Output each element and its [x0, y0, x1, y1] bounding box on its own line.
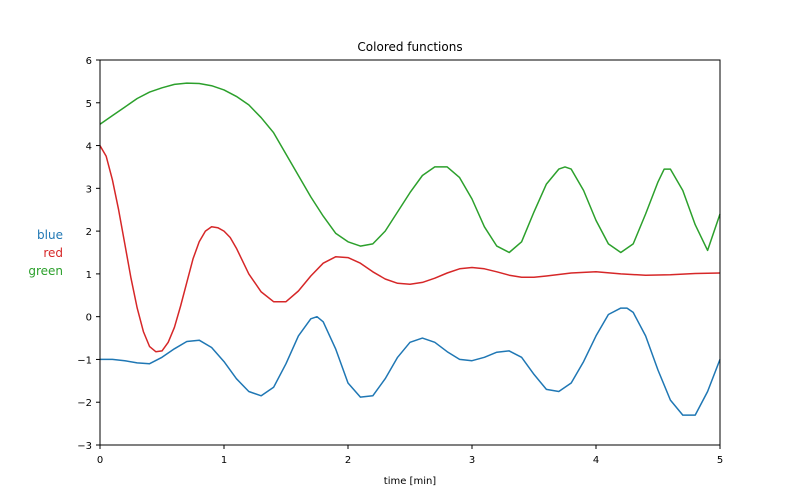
y-axis-label-red: red [43, 246, 63, 260]
y-tick-label: 5 [86, 99, 92, 110]
y-axis-label-green: green [28, 264, 63, 278]
series-layer [99, 82, 721, 416]
y-tick-label: 1 [86, 270, 92, 281]
y-tick-label: −2 [77, 398, 92, 409]
y-tick-label: −1 [77, 355, 92, 366]
y-tick-label: −3 [77, 441, 92, 452]
x-tick-label: 3 [469, 455, 475, 466]
series-line-green [99, 82, 721, 254]
y-tick-label: 3 [86, 184, 92, 195]
x-tick-label: 4 [593, 455, 599, 466]
x-axis: 0 1 2 3 4 5 [97, 445, 723, 466]
y-axis-label-blue: blue [37, 228, 63, 242]
x-tick-label: 5 [717, 455, 723, 466]
x-tick-label: 2 [345, 455, 351, 466]
y-tick-label: 6 [86, 56, 92, 67]
x-tick-label: 1 [221, 455, 227, 466]
y-tick-label: 4 [86, 142, 92, 153]
plot-frame [99, 59, 721, 446]
x-tick-label: 0 [97, 455, 103, 466]
y-tick-label: 2 [86, 227, 92, 238]
series-line-red [99, 145, 721, 353]
series-line-blue [100, 307, 721, 416]
x-axis-label: time [min] [384, 476, 437, 487]
chart-title: Colored functions [357, 40, 462, 54]
y-axis: −3 −2 −1 0 1 2 3 4 5 6 [77, 56, 100, 452]
y-tick-label: 0 [86, 313, 92, 324]
